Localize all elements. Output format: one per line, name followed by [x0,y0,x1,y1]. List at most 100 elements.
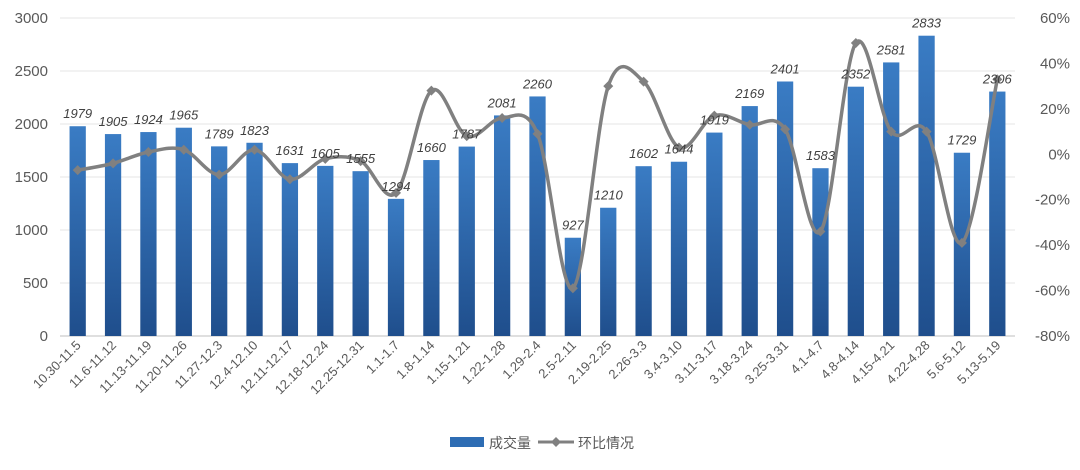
line-point [709,110,720,121]
data-labels: 1979 1905 1924 1965 1789 1823 1631 1605 1555 1294… [63,16,1012,233]
y-axis-right: -80% -60% -40% -20% 0% 20% 40% 60% [1035,10,1070,345]
y-left-tick-label: 0 [40,328,48,345]
y-axis-left: 0 500 1000 1500 2000 2500 3000 [15,10,48,345]
bar-value-label: 1583 [806,148,836,163]
line-point [497,112,508,123]
bar [989,91,1006,337]
bar-value-label: 1965 [169,108,199,123]
bar-value-label: 1644 [665,142,694,157]
bar [812,168,829,336]
line-point [249,144,260,155]
line-point [850,37,861,48]
line-point [320,153,331,164]
bar [281,163,299,336]
bar [104,134,122,336]
bar [741,106,758,336]
bar-value-label: 1924 [134,112,163,127]
bar-value-label: 2581 [876,42,906,57]
legend-line-marker [551,437,561,447]
bar-value-label: 1555 [346,151,376,166]
y-left-tick-label: 1000 [15,222,48,239]
line-point [355,156,366,167]
line-point [921,126,932,137]
bar-value-label: 2833 [911,16,942,31]
bar [918,35,935,337]
bar-value-label: 1823 [240,123,270,138]
line-point [72,165,83,176]
y-right-tick-label: 40% [1040,55,1070,72]
bar-value-label: 1602 [629,146,659,161]
line-point [815,226,826,237]
bar [317,165,334,336]
y-left-tick-label: 500 [23,275,48,292]
line-point [284,174,295,185]
legend-bar-label: 成交量 [489,435,531,452]
line-point [214,169,225,180]
y-left-tick-label: 2000 [15,116,48,133]
line-point [426,85,437,96]
x-axis: 10.30-11.511.6-11.1211.13-11.1911.20-11.… [30,338,1004,398]
line-point [391,187,402,198]
bar [776,81,794,336]
bar-value-label: 1605 [311,146,341,161]
x-tick-label: 2.26-3.3 [605,338,649,382]
y-right-tick-label: 60% [1040,10,1070,27]
line-point [780,124,791,135]
line-point [461,131,472,142]
line-point [992,74,1003,85]
line-point [567,283,578,294]
legend-line-label: 环比情况 [578,436,634,452]
bar [423,160,440,336]
y-right-tick-label: -20% [1035,192,1070,209]
bar [211,146,228,336]
line-series [72,37,1003,294]
bar-value-label: 1294 [382,179,411,194]
bar-value-label: 1210 [594,188,624,203]
bar [246,142,263,336]
bar-value-label: 2169 [734,86,764,101]
bar-value-label: 1905 [99,114,129,129]
y-left-tick-label: 3000 [15,10,48,27]
line-point [744,119,755,130]
bar [387,198,405,336]
bar-value-label: 1919 [700,113,729,128]
line-point [108,158,119,169]
line-point [638,76,649,87]
bar-value-label: 1729 [947,133,976,148]
bar-value-label: 1787 [452,127,482,142]
bar [600,207,617,336]
line-point [143,147,154,158]
y-right-tick-label: -80% [1035,328,1070,345]
bar-value-label: 1979 [63,106,92,121]
line-point [603,81,614,92]
legend-bar-swatch [450,437,484,447]
line-point [178,144,189,155]
bar-value-label: 927 [562,218,584,233]
y-left-tick-label: 1500 [15,169,48,186]
bar-value-label: 1789 [205,126,234,141]
line-point [673,142,684,153]
bar-value-label: 1631 [275,143,304,158]
bar-value-label: 2352 [840,67,871,82]
bar [352,171,369,336]
y-right-tick-label: -40% [1035,237,1070,254]
line-point [886,126,897,137]
bar [140,132,157,336]
bar-value-label: 2081 [487,95,517,110]
bar-series [69,35,1006,337]
y-right-tick-label: 0% [1048,146,1070,163]
y-right-tick-label: 20% [1040,101,1070,118]
line-point [956,237,967,248]
bar [458,146,475,336]
bar-value-label: 2306 [982,72,1013,87]
bar-value-label: 2401 [770,61,800,76]
y-left-tick-label: 2500 [15,63,48,80]
bar [706,132,723,336]
bar [847,86,864,336]
bar [635,166,652,336]
x-tick-label: 1.29-2.4 [499,338,543,382]
bar [493,115,511,336]
bar [670,161,688,336]
